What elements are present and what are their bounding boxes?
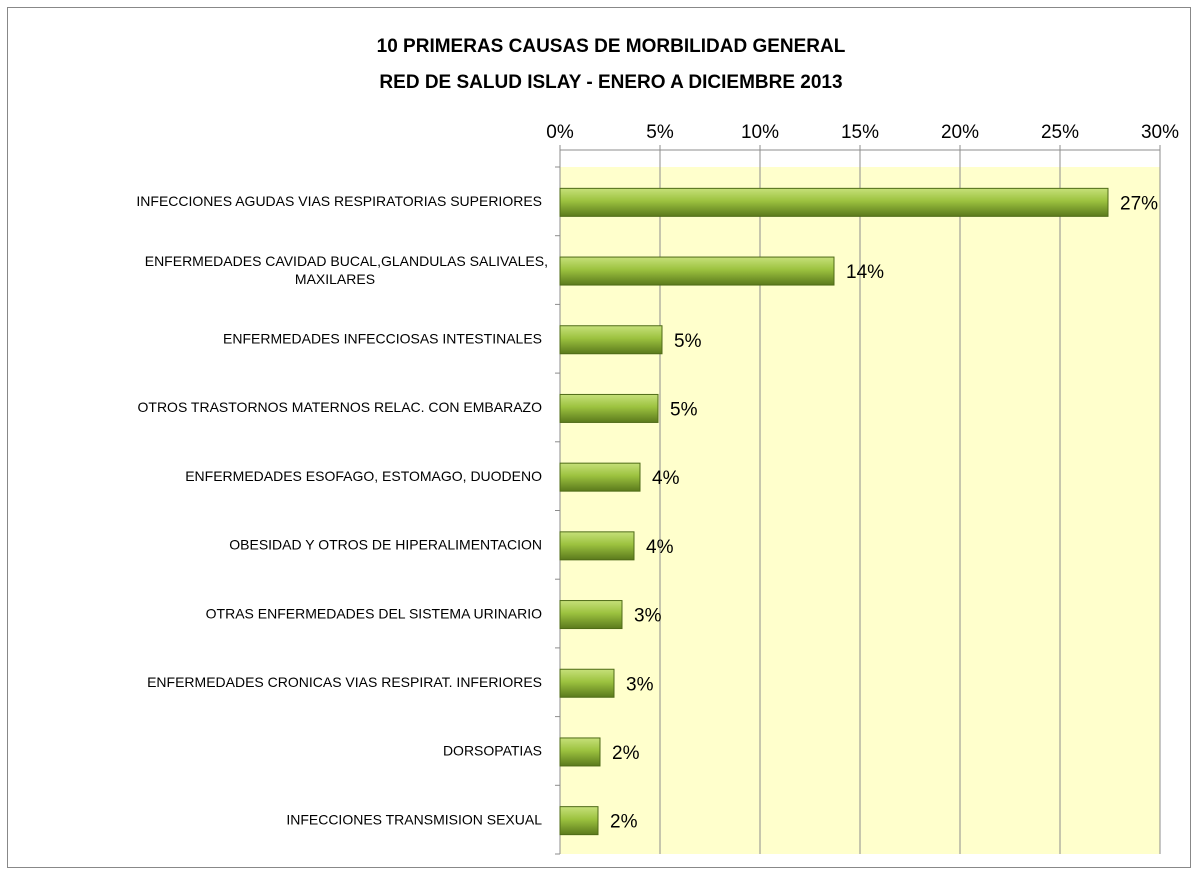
value-label: 2%: [610, 812, 638, 833]
bar: [559, 737, 601, 767]
bar: [559, 531, 635, 561]
y-tick-label: INFECCIONES TRANSMISION SEXUAL: [286, 811, 542, 827]
bar: [559, 393, 659, 423]
y-tick-label: ENFERMEDADES CRONICAS VIAS RESPIRAT. INF…: [147, 674, 542, 690]
bar: [559, 325, 663, 355]
y-tick-label: INFECCIONES AGUDAS VIAS RESPIRATORIAS SU…: [136, 193, 542, 209]
value-label: 4%: [652, 468, 680, 489]
bar: [559, 462, 641, 492]
y-tick-label: ENFERMEDADES ESOFAGO, ESTOMAGO, DUODENO: [185, 468, 542, 484]
value-label: 5%: [674, 331, 702, 352]
bar: [559, 256, 835, 286]
bar: [559, 600, 623, 630]
value-label: 14%: [846, 262, 884, 283]
x-tick-label: 10%: [741, 122, 779, 143]
y-tick-label: ENFERMEDADES CAVIDAD BUCAL,GLANDULAS SAL…: [145, 253, 548, 287]
x-tick-label: 15%: [841, 122, 879, 143]
value-label: 3%: [634, 606, 662, 627]
y-tick-label: OBESIDAD Y OTROS DE HIPERALIMENTACION: [229, 537, 542, 553]
value-label: 5%: [670, 399, 698, 420]
bar: [559, 668, 615, 698]
value-label: 2%: [612, 743, 640, 764]
y-tick-label: OTRAS ENFERMEDADES DEL SISTEMA URINARIO: [206, 605, 542, 621]
y-tick-label: ENFERMEDADES INFECCIOSAS INTESTINALES: [223, 330, 542, 346]
x-tick-label: 0%: [546, 122, 574, 143]
y-tick-label: OTROS TRASTORNOS MATERNOS RELAC. CON EMB…: [138, 399, 543, 415]
x-tick-label: 25%: [1041, 122, 1079, 143]
bar: [559, 187, 1109, 217]
chart-title: RED DE SALUD ISLAY - ENERO A DICIEMBRE 2…: [379, 72, 842, 93]
x-tick-label: 5%: [646, 122, 674, 143]
value-label: 3%: [626, 674, 654, 695]
chart-title: 10 PRIMERAS CAUSAS DE MORBILIDAD GENERAL: [377, 36, 846, 57]
bar: [559, 806, 599, 836]
x-tick-label: 20%: [941, 122, 979, 143]
x-tick-label: 30%: [1141, 122, 1179, 143]
value-label: 4%: [646, 537, 674, 558]
value-label: 27%: [1120, 193, 1158, 214]
y-tick-label: DORSOPATIAS: [443, 743, 542, 759]
